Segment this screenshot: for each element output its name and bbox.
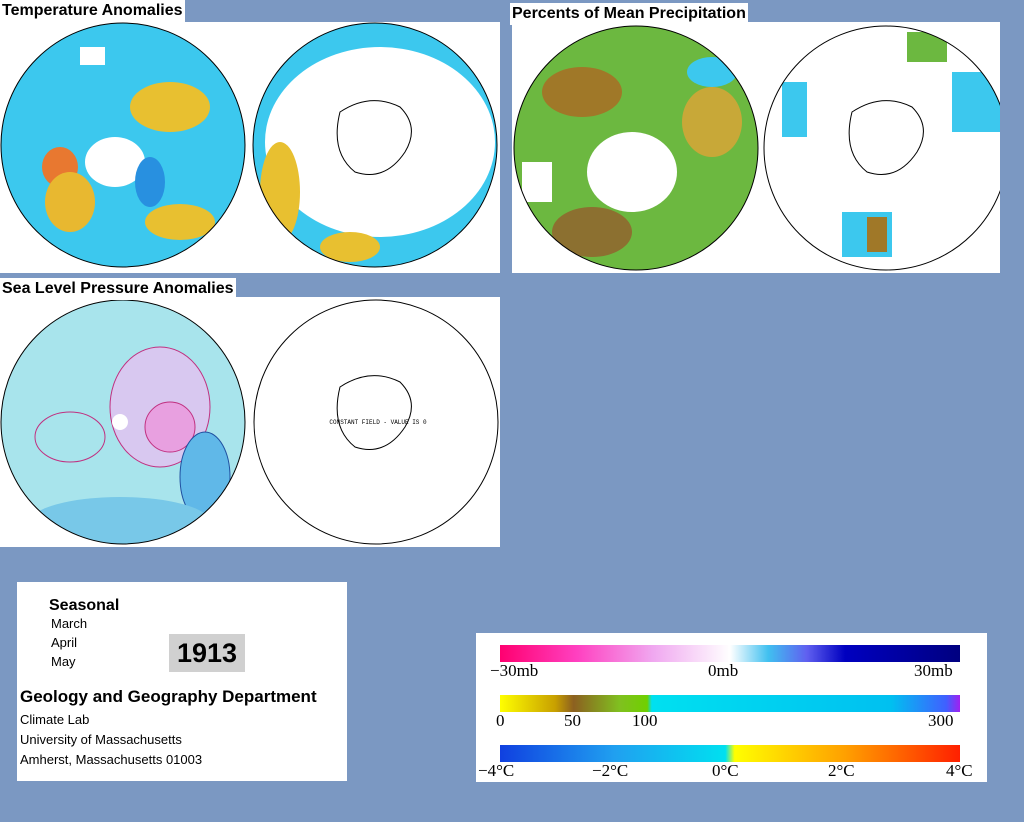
precipitation-scale-bar xyxy=(500,695,960,712)
pressure-maps: CONSTANT FIELD - VALUE IS 0 xyxy=(0,299,499,545)
panel-title: Percents of Mean Precipitation xyxy=(510,3,748,25)
heading: Seasonal xyxy=(49,597,120,614)
scale-label: 2°C xyxy=(828,761,855,780)
color-scales: −30mb 0mb 30mb 0 50 100 300 −4°C −2°C 0°… xyxy=(476,633,987,782)
temperature-maps xyxy=(0,22,498,268)
department: Geology and Geography Department xyxy=(20,687,317,706)
scale-label: 100 xyxy=(632,711,658,730)
scale-label: 30mb xyxy=(914,661,953,680)
pressure-scale-bar xyxy=(500,645,960,662)
panel-title: Sea Level Pressure Anomalies xyxy=(0,278,236,300)
map-annotation: CONSTANT FIELD - VALUE IS 0 xyxy=(329,419,427,426)
scale-label: 0°C xyxy=(712,761,739,780)
temperature-scale-bar xyxy=(500,745,960,762)
scale-label: −2°C xyxy=(592,761,629,780)
temperature-panel xyxy=(0,22,500,273)
month: April xyxy=(51,635,78,650)
scale-label: 50 xyxy=(564,711,581,730)
pressure-panel: CONSTANT FIELD - VALUE IS 0 xyxy=(0,297,500,547)
info-box: Seasonal March April May 1913 Geology an… xyxy=(17,582,347,781)
address-line: Climate Lab xyxy=(20,712,90,727)
scale-label: 0mb xyxy=(708,661,739,680)
month: May xyxy=(51,654,76,669)
address-line: Amherst, Massachusetts 01003 xyxy=(20,752,203,767)
scale-label: 4°C xyxy=(946,761,973,780)
year: 1913 xyxy=(169,634,245,672)
scale-label: −4°C xyxy=(478,761,515,780)
panel-title: Temperature Anomalies xyxy=(0,0,185,22)
address-line: University of Massachusetts xyxy=(20,732,182,747)
month: March xyxy=(51,616,88,631)
precipitation-maps xyxy=(513,25,1009,271)
scale-label: 300 xyxy=(928,711,954,730)
precipitation-panel xyxy=(512,22,1009,273)
scale-label: 0 xyxy=(496,711,505,730)
scale-label: −30mb xyxy=(490,661,539,680)
